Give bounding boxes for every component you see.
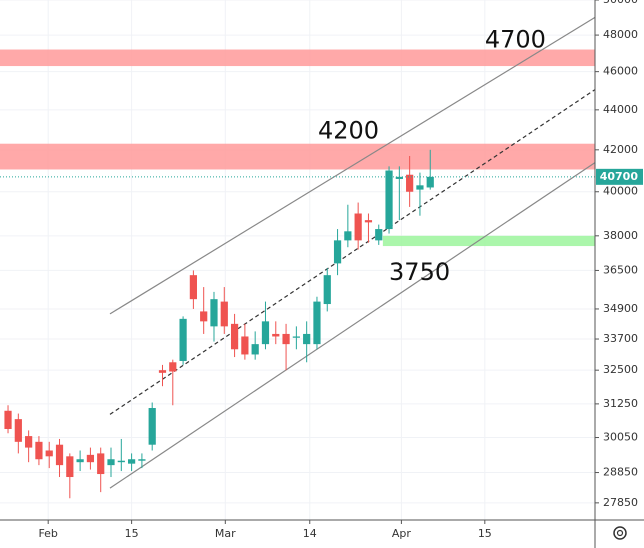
y-tick-label: 27850 [603, 496, 638, 509]
candle-body [303, 333, 311, 345]
candle-body [117, 460, 125, 463]
zone [0, 143, 595, 170]
candle-body [313, 301, 321, 345]
candle-body [189, 275, 197, 300]
x-tick-label: 15 [478, 527, 492, 540]
annotation: 3750 [389, 258, 450, 286]
x-tick-label: Apr [392, 527, 412, 540]
candle-body [4, 410, 12, 429]
zone [0, 49, 595, 67]
y-tick-label: 36500 [603, 263, 638, 276]
candle-body [148, 408, 156, 445]
y-tick-label: 38000 [603, 229, 638, 242]
candle-body [97, 453, 105, 475]
candle-body [416, 185, 424, 190]
trend-line [109, 16, 596, 315]
candle-body [35, 441, 43, 460]
candle-body [333, 240, 342, 264]
candle-body [251, 344, 259, 355]
candle-body [55, 444, 64, 466]
trend-line [109, 89, 596, 415]
y-tick-label: 42000 [603, 143, 638, 156]
candle-body [138, 459, 146, 461]
candle-body [25, 436, 33, 448]
candle-body [344, 231, 352, 241]
candle-body [220, 301, 228, 327]
candle-body [354, 213, 362, 241]
candle-body [426, 176, 434, 188]
candle-body [230, 323, 239, 350]
y-tick-label: 48000 [603, 28, 638, 41]
candle-body [385, 170, 393, 230]
x-tick-label: 14 [303, 527, 317, 540]
y-tick-label: 28850 [603, 466, 638, 479]
y-tick-label: 34900 [603, 302, 638, 315]
x-tick-label: 15 [125, 527, 139, 540]
candle-body [364, 220, 373, 223]
candle-body [292, 336, 300, 338]
candle-body [158, 370, 167, 373]
x-tick-label: Feb [38, 527, 57, 540]
y-tick-label: 44000 [603, 103, 638, 116]
settings-icon[interactable] [613, 526, 627, 540]
candle-body [395, 176, 403, 179]
y-tick-label: 30050 [603, 431, 638, 444]
candle-body [200, 311, 208, 322]
last-price-box [596, 168, 643, 185]
annotation: 4700 [485, 25, 546, 53]
candle-body [128, 459, 136, 464]
plot: 4700 4200 3750 [0, 16, 596, 499]
x-tick-label: Mar [215, 527, 236, 540]
y-tick-label: 32500 [603, 363, 638, 376]
candle-body [261, 321, 270, 345]
candle-body [210, 299, 218, 327]
candle-body [241, 336, 249, 355]
y-tick-label: 50000 [603, 0, 638, 6]
candle-body [107, 459, 115, 466]
candle-body [375, 229, 383, 241]
annotation: 4200 [318, 117, 379, 145]
candle-body [66, 456, 74, 478]
zone [382, 235, 595, 247]
candle-body [14, 419, 22, 442]
candle-body [323, 275, 331, 305]
candle-body [86, 454, 95, 463]
candle-body [76, 459, 84, 463]
candle-body [272, 333, 280, 337]
last-price-label: 40700 [600, 170, 639, 183]
candle-body [282, 333, 290, 345]
y-tick-label: 33700 [603, 332, 638, 345]
y-tick-label: 46000 [603, 65, 638, 78]
y-tick-label: 31250 [603, 397, 638, 410]
candle-body [406, 174, 414, 192]
y-tick-label: 40000 [603, 185, 638, 198]
candle-body [45, 450, 53, 457]
candle-body [169, 362, 177, 372]
trend-line [109, 162, 596, 489]
candle-body [179, 318, 187, 361]
